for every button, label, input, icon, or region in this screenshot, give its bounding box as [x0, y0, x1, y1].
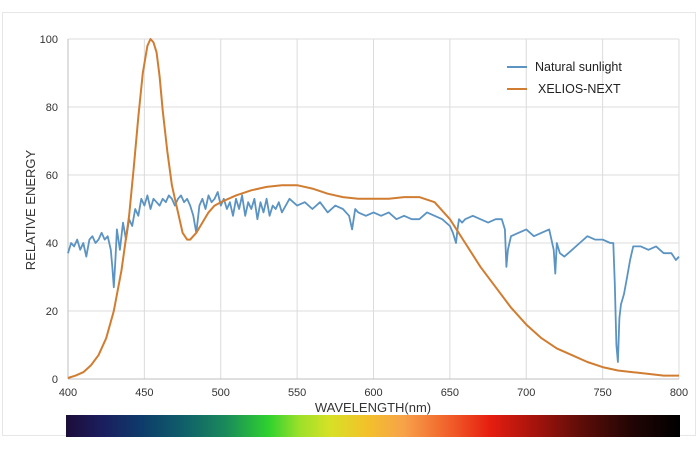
axes — [67, 39, 679, 380]
tick-labels: 400 450 500 550 600 650 700 750 800 0 20 40 60 80 100 — [40, 34, 689, 399]
legend-label-sunlight: Natural sunlight — [535, 60, 622, 74]
x-tick-label: 700 — [517, 387, 535, 399]
y-tick-label: 80 — [46, 102, 58, 114]
x-tick-label: 750 — [593, 387, 611, 399]
legend-entry-sunlight: Natural sunlight — [507, 60, 622, 74]
x-tick-label: 500 — [212, 387, 230, 399]
y-tick-label: 20 — [46, 306, 58, 318]
y-axis-label: RELATIVE ENERGY — [23, 149, 38, 270]
legend: Natural sunlight XELIOS-NEXT — [507, 60, 622, 96]
color-spectrum-bar — [66, 415, 680, 437]
y-tick-label: 40 — [46, 238, 58, 250]
x-tick-label: 800 — [670, 387, 688, 399]
x-tick-label: 600 — [364, 387, 382, 399]
y-tick-label: 60 — [46, 170, 58, 182]
series-group — [67, 38, 680, 379]
y-tick-label: 0 — [52, 374, 58, 386]
legend-label-xelios: XELIOS-NEXT — [538, 82, 621, 96]
x-tick-label: 650 — [441, 387, 459, 399]
y-tick-label: 100 — [40, 34, 58, 46]
x-tick-label: 400 — [59, 387, 77, 399]
legend-entry-xelios: XELIOS-NEXT — [507, 82, 621, 96]
x-tick-label: 550 — [288, 387, 306, 399]
gridlines — [68, 38, 680, 379]
series-line-xelios — [67, 38, 679, 379]
x-tick-label: 450 — [135, 387, 153, 399]
x-axis-label: WAVELENGTH(nm) — [315, 400, 431, 415]
series-line-sunlight — [67, 191, 680, 363]
